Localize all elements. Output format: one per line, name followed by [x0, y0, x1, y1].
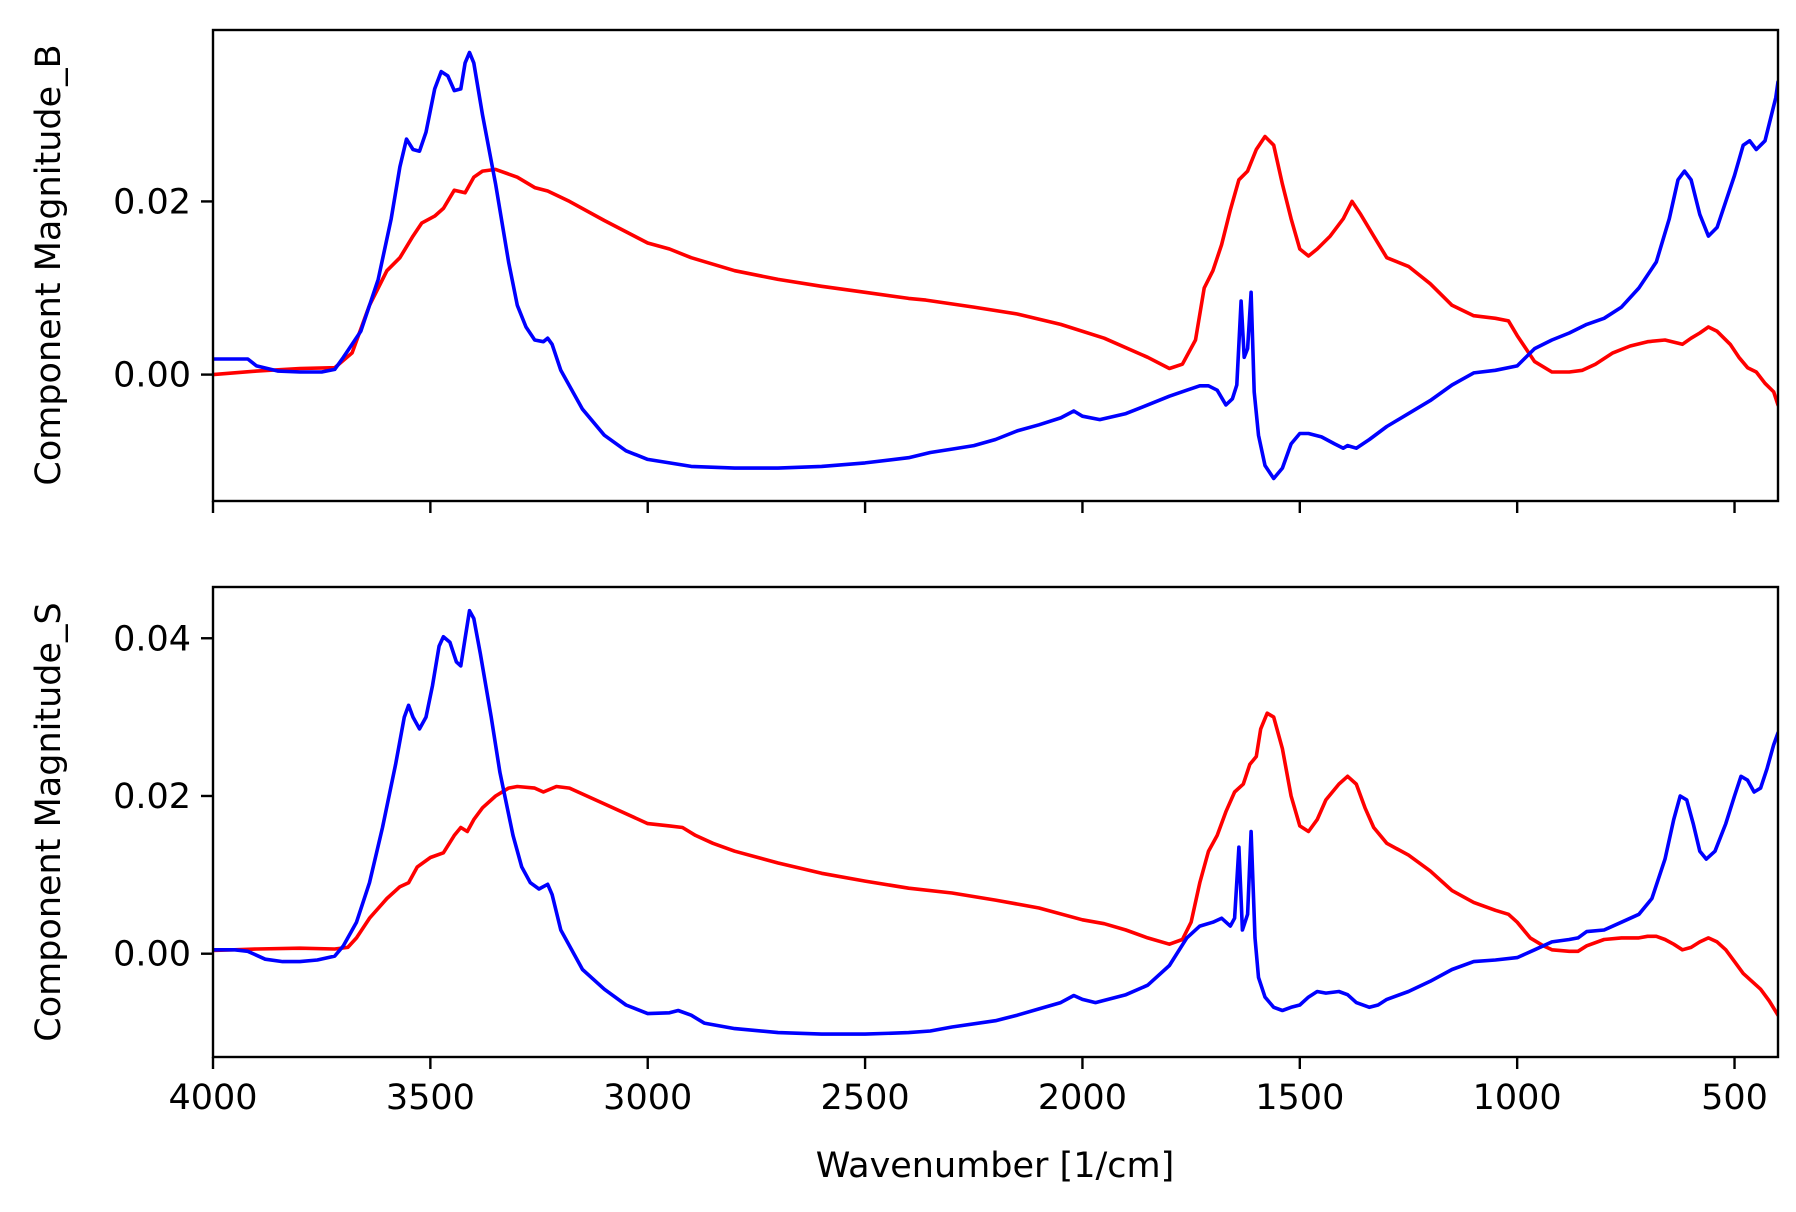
x-axis-label: Wavenumber [1/cm]: [816, 1146, 1175, 1186]
bottom-panel-series: [213, 608, 1778, 1036]
y-tick-label: 0.02: [113, 777, 191, 817]
top-panel-frame: [211, 28, 1780, 503]
top-panel-y-ticks: 0.00 0.02: [113, 182, 213, 396]
bottom-panel-red-series-line: [213, 711, 1778, 1017]
bottom-panel: 0.00 0.02 0.04 4000 3500 3000 2500 2000 1500 100…: [29, 585, 1780, 1186]
y-tick-label: 0.02: [113, 182, 191, 222]
x-tick-label: 2500: [821, 1078, 910, 1118]
top-panel-red-series-line: [213, 134, 1778, 407]
top-panel: 0.00 0.02 Component Magnitude_B: [29, 28, 1780, 513]
bottom-panel-x-ticks: 4000 3500 3000 2500 2000 1500 1000 500: [168, 1057, 1768, 1118]
top-panel-series: [213, 50, 1778, 481]
x-tick-label: 1500: [1255, 1078, 1344, 1118]
top-panel-y-axis-label: Component Magnitude_B: [29, 44, 69, 485]
x-tick-label: 1000: [1473, 1078, 1562, 1118]
top-panel-blue-series-line: [213, 50, 1778, 481]
x-tick-label: 4000: [168, 1078, 257, 1118]
x-tick-label: 3000: [603, 1078, 692, 1118]
x-tick-label: 3500: [386, 1078, 475, 1118]
x-tick-label: 2000: [1038, 1078, 1127, 1118]
bottom-panel-blue-series-line: [213, 608, 1778, 1036]
bottom-panel-y-ticks: 0.00 0.02 0.04: [113, 619, 213, 975]
y-tick-label: 0.00: [113, 356, 191, 396]
y-tick-label: 0.04: [113, 619, 191, 659]
bottom-panel-y-axis-label: Component Magnitude_S: [29, 602, 69, 1041]
x-tick-label: 500: [1701, 1078, 1768, 1118]
bottom-panel-frame: [211, 585, 1780, 1059]
top-panel-x-ticks: [211, 501, 1736, 513]
y-tick-label: 0.00: [113, 935, 191, 975]
